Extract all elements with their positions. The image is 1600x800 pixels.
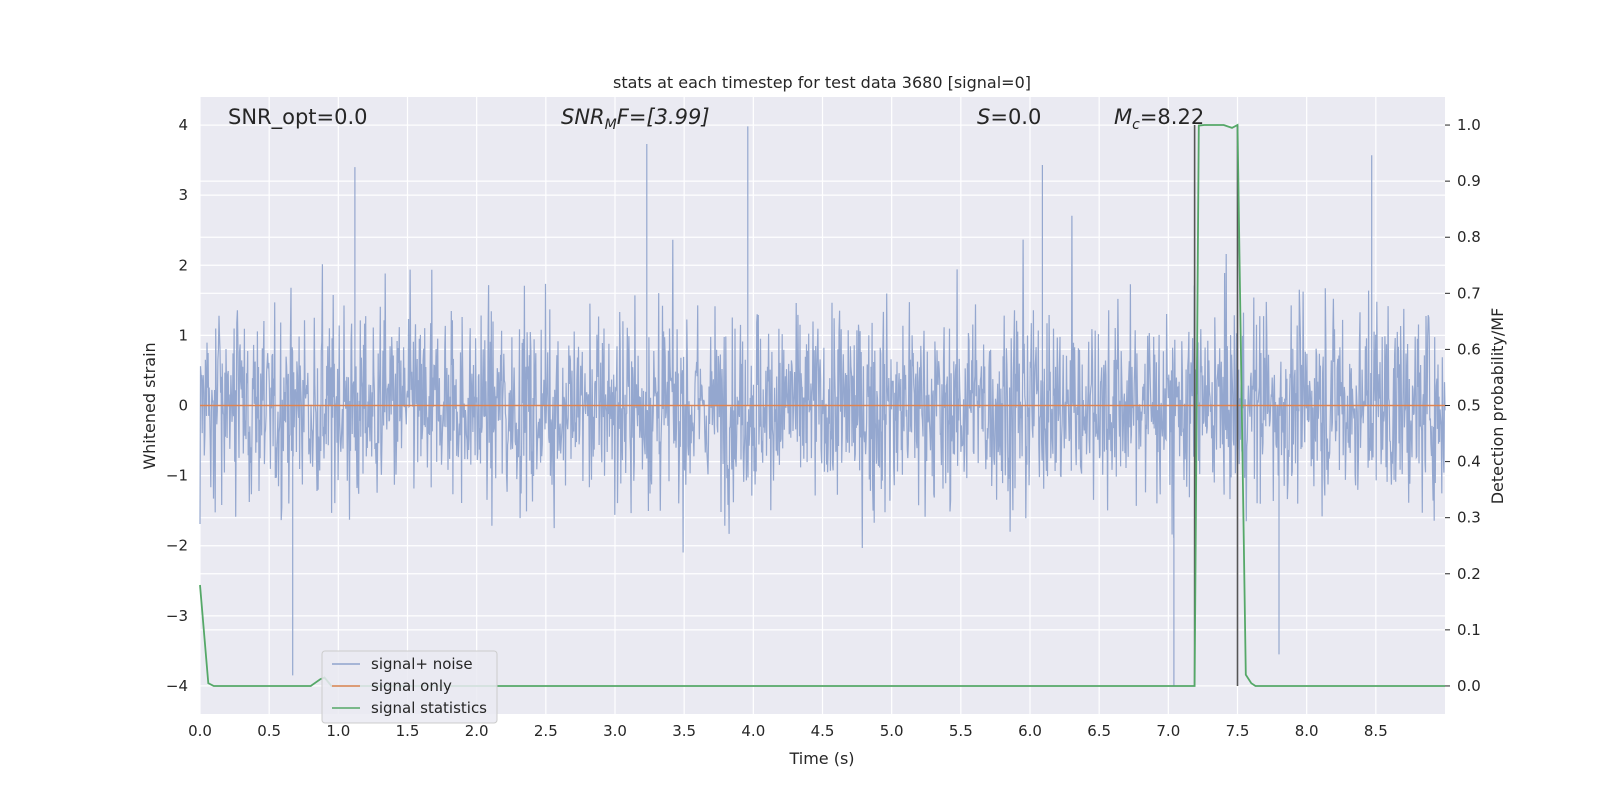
x-tick-label: 0.0 [188, 722, 212, 740]
x-tick-label: 6.5 [1087, 722, 1111, 740]
y-left-tick-label: −2 [166, 537, 188, 555]
y-right-tick-label: 0.9 [1457, 172, 1481, 190]
annotation-snr-opt: SNR_opt=0.0 [228, 105, 368, 130]
y-axis-right-ticks: 1.0 0.9 0.8 0.7 0.6 0.5 0.4 0.3 0.2 0.1 0.0 [1445, 116, 1481, 695]
y-right-tick-label: 0.5 [1457, 397, 1481, 415]
x-axis-ticks: 0.0 0.5 1.0 1.5 2.0 2.5 3.0 3.5 4.0 4.5 5.0 5.5 6.0 6… [188, 722, 1388, 740]
y-left-tick-label: 0 [178, 397, 188, 415]
x-tick-label: 5.5 [949, 722, 973, 740]
annotation-s-main: S [977, 105, 990, 129]
x-tick-label: 1.0 [326, 722, 350, 740]
x-tick-label: 3.0 [603, 722, 627, 740]
x-tick-label: 8.5 [1364, 722, 1388, 740]
y-right-tick-label: 0.0 [1457, 677, 1481, 695]
y-left-tick-label: 4 [178, 116, 188, 134]
legend-label-signal-noise: signal+ noise [371, 655, 473, 673]
y-axis-right-label: Detection probability/MF [1488, 308, 1507, 505]
x-axis-label: Time (s) [788, 749, 854, 768]
y-right-tick-label: 0.1 [1457, 621, 1481, 639]
y-axis-left-label: Whitened strain [140, 342, 159, 469]
y-right-tick-label: 0.3 [1457, 509, 1481, 527]
annotation-mc-sub: c [1132, 117, 1140, 133]
annotation-mc-rest: =8.22 [1140, 105, 1204, 129]
x-tick-label: 8.0 [1295, 722, 1319, 740]
legend-label-signal-only: signal only [371, 677, 452, 695]
y-right-tick-label: 1.0 [1457, 116, 1481, 134]
annotation-s-rest: =0.0 [990, 105, 1041, 129]
y-left-tick-label: 3 [178, 186, 188, 204]
y-right-tick-label: 0.4 [1457, 453, 1481, 471]
y-left-tick-label: −1 [166, 467, 188, 485]
y-left-tick-label: 1 [178, 326, 188, 344]
x-tick-label: 7.0 [1156, 722, 1180, 740]
legend-label-signal-statistics: signal statistics [371, 699, 487, 717]
x-tick-label: 7.5 [1226, 722, 1250, 740]
y-left-tick-label: 2 [178, 256, 188, 274]
legend-box [321, 650, 498, 724]
annotation-snr-mf-rest: F=[3.99] [617, 105, 710, 129]
x-tick-label: 0.5 [257, 722, 281, 740]
x-tick-label: 2.0 [465, 722, 489, 740]
y-right-tick-label: 0.7 [1457, 284, 1481, 302]
x-tick-label: 2.5 [534, 722, 558, 740]
y-right-tick-label: 0.8 [1457, 228, 1481, 246]
chart-title: stats at each timestep for test data 368… [613, 73, 1031, 92]
y-axis-left-ticks: 4 3 2 1 0 −1 −2 −3 −4 [166, 116, 188, 695]
x-tick-label: 4.0 [741, 722, 765, 740]
annotation-s: S=0.0 [977, 105, 1041, 129]
annotation-snr-mf-sub: M [605, 117, 617, 133]
annotation-mc-main: M [1114, 105, 1132, 129]
y-left-tick-label: −4 [166, 677, 188, 695]
annotation-mc: Mc=8.22 [1114, 105, 1204, 133]
annotation-snr-mf-main: SNR [561, 105, 605, 129]
series-signal-statistics [199, 123, 1445, 687]
y-right-tick-label: 0.6 [1457, 340, 1481, 358]
y-left-tick-label: −3 [166, 607, 188, 625]
legend: signal+ noise signal only signal statist… [321, 650, 498, 724]
x-tick-label: 6.0 [1018, 722, 1042, 740]
x-tick-label: 5.0 [880, 722, 904, 740]
x-tick-label: 3.5 [672, 722, 696, 740]
x-tick-label: 4.5 [811, 722, 835, 740]
y-right-tick-label: 0.2 [1457, 565, 1481, 583]
signal-statistics-line [199, 123, 1445, 687]
annotation-snr-mf: SNRMF=[3.99] [561, 105, 710, 133]
x-tick-label: 1.5 [396, 722, 420, 740]
